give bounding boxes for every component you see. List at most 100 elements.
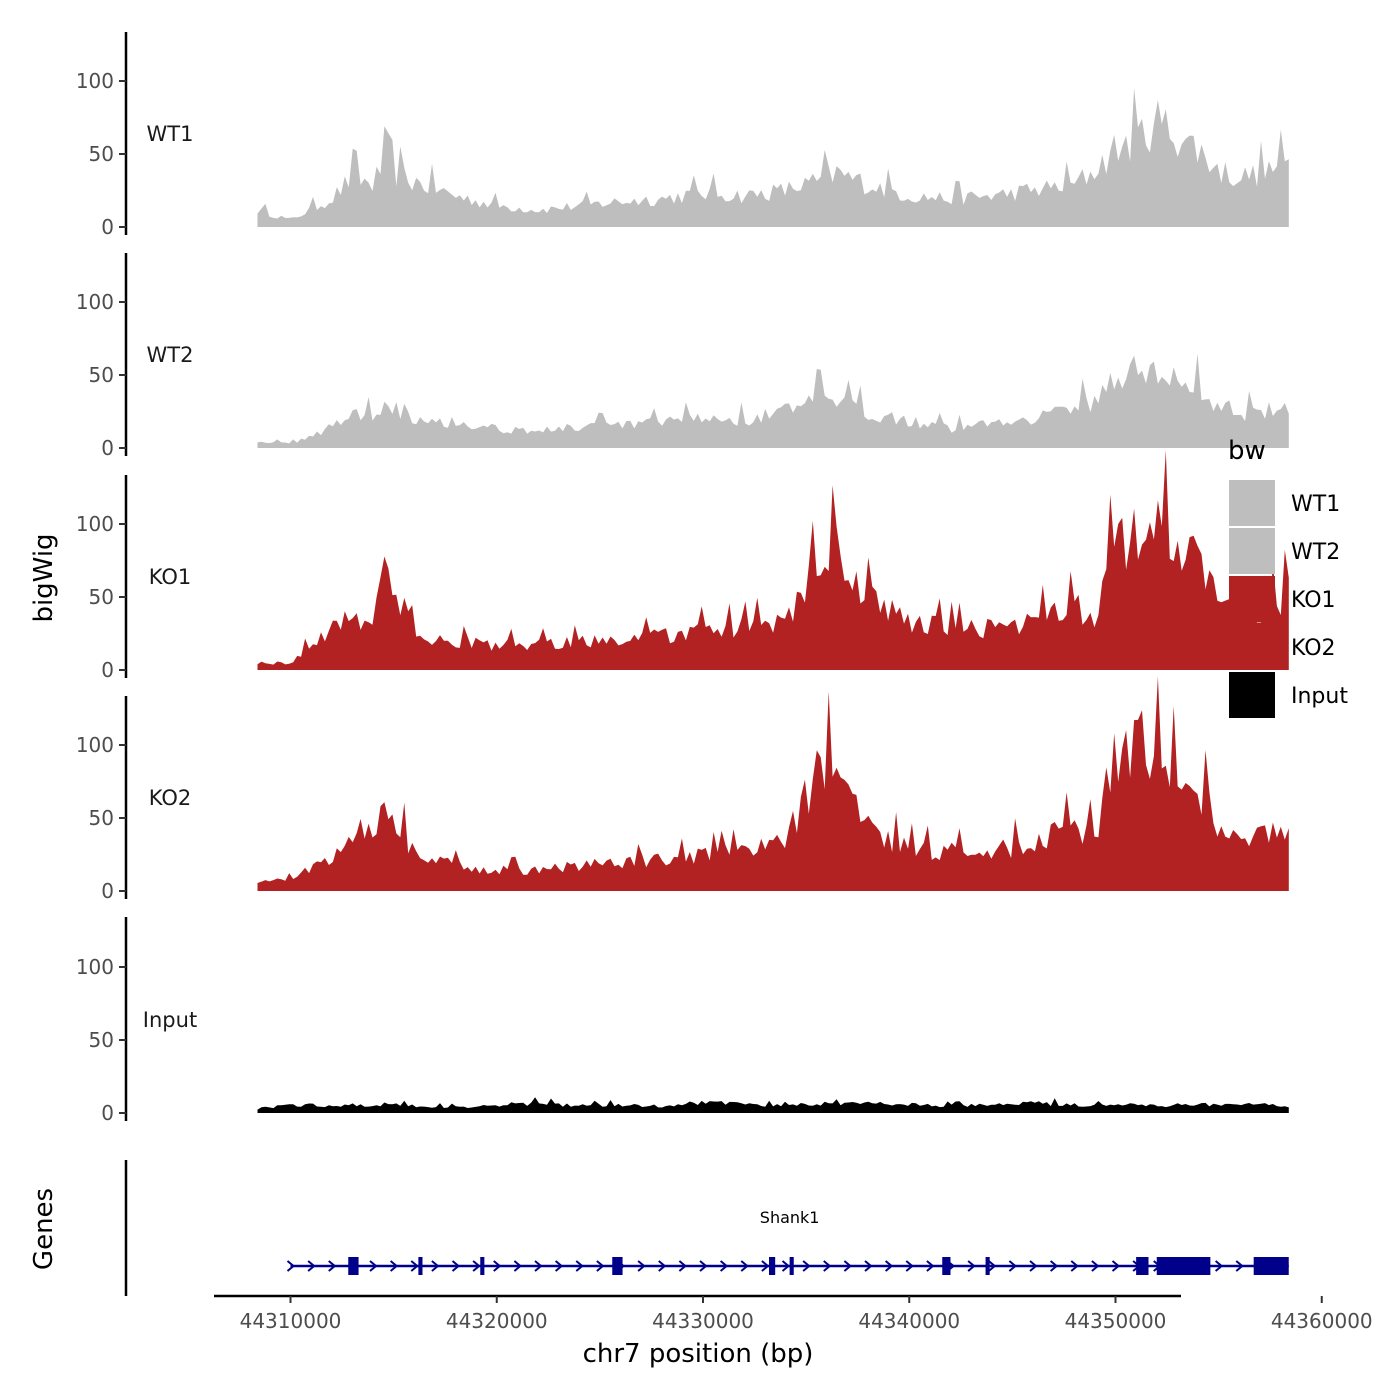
y-tick-label: 0 [101,436,114,460]
y-axis-title: bigWig [29,533,59,622]
strand-arrow [761,1260,770,1272]
strand-arrow [802,1260,811,1272]
gene-exon [1253,1257,1289,1275]
strand-arrow [699,1260,708,1272]
x-tick-label: 44330000 [652,1309,754,1333]
y-tick-label: 0 [101,658,114,682]
gene-exon [985,1257,990,1275]
coverage-area-ko2 [257,676,1289,891]
track-wt1: 0 50 100 WT1 [76,32,1289,239]
legend-label-wt2: WT2 [1291,540,1340,565]
gene-exon [1156,1257,1211,1275]
coverage-area-wt2 [257,353,1289,448]
strand-arrow [719,1260,729,1272]
strand-arrow [843,1260,852,1272]
strand-arrow [369,1260,378,1272]
strand-arrow [967,1260,976,1272]
strand-arrow [286,1260,296,1272]
gene-label-shank1: Shank1 [760,1208,820,1227]
strand-arrow [534,1260,543,1272]
track-input: 0 50 100 Input [76,917,1289,1125]
strand-arrow [1214,1260,1224,1272]
strand-arrow [823,1260,832,1272]
x-axis-title: chr7 position (bp) [583,1339,814,1369]
strand-arrow [451,1260,461,1272]
strand-arrow [431,1260,440,1272]
strand-arrow [493,1260,502,1272]
strand-arrow [575,1260,584,1272]
strand-arrow [1111,1260,1121,1272]
track-label-wt2: WT2 [147,343,194,367]
strand-arrow [781,1260,791,1272]
legend-swatch-ko1 [1229,576,1275,622]
strand-arrow [637,1260,646,1272]
x-tick-label: 44320000 [446,1309,548,1333]
strand-arrow [658,1260,667,1272]
strand-arrow [864,1260,873,1272]
legend-label-input: Input [1291,684,1348,709]
gene-axis-title: Genes [29,1188,59,1270]
y-tick-label: 100 [76,512,114,536]
track-ko2: 0 50 100 KO2 [76,676,1289,903]
strand-arrow [678,1260,687,1272]
gene-exon [942,1257,951,1275]
x-tick-label: 44310000 [240,1309,342,1333]
y-tick-label: 100 [76,733,114,757]
strand-arrow [1029,1260,1038,1272]
y-tick-label: 50 [89,585,114,609]
track-label-wt1: WT1 [147,122,194,146]
strand-arrow [884,1260,894,1272]
legend-label-wt1: WT1 [1291,492,1340,517]
strand-arrow [740,1260,749,1272]
track-label-input: Input [143,1008,197,1032]
x-tick-label: 44350000 [1065,1309,1167,1333]
legend-title: bw [1228,436,1266,466]
legend-swatch-input [1229,672,1275,718]
strand-arrow [1008,1260,1017,1272]
gene-exon [1136,1257,1149,1275]
strand-arrow [410,1260,419,1272]
strand-arrow [1049,1260,1059,1272]
strand-arrow [1070,1260,1079,1272]
legend-swatch-wt1 [1229,480,1275,526]
strand-arrow [1235,1260,1244,1272]
legend-label-ko2: KO2 [1291,636,1336,661]
y-tick-label: 0 [101,215,114,239]
coverage-area-input [257,1097,1289,1113]
track-label-ko1: KO1 [149,565,192,589]
gene-exon [612,1257,623,1275]
gene-exon [348,1257,359,1275]
y-tick-label: 50 [89,142,114,166]
gene-exon [418,1257,423,1275]
legend-swatch-ko2 [1229,624,1275,670]
strand-arrow [472,1260,481,1272]
coverage-area-ko1 [257,450,1289,670]
y-tick-label: 100 [76,955,114,979]
strand-arrow [905,1260,914,1272]
y-tick-label: 50 [89,806,114,830]
strand-arrow [554,1260,564,1272]
coverage-area-wt1 [257,87,1289,228]
strand-arrow [307,1260,316,1272]
legend-swatch-wt2 [1229,528,1275,574]
track-label-ko2: KO2 [149,786,192,810]
strand-arrow [596,1260,605,1272]
y-tick-label: 100 [76,69,114,93]
legend-label-ko1: KO1 [1291,588,1336,613]
track-wt2: 0 50 100 WT2 [76,253,1289,460]
strand-arrow [988,1260,997,1272]
x-axis: 44310000 44320000 44330000 44340000 44350000… [214,1294,1373,1333]
y-tick-label: 0 [101,1101,114,1125]
coverage-tracks: 0 50 100 WT1 0 50 100 WT2 0 50 100 KO1 0 50 100 KO2 0 50 1… [76,32,1289,1125]
track-ko1: 0 50 100 KO1 [76,450,1289,682]
legend: bw WT1 WT2 KO1 KO2 Input [1228,436,1348,718]
y-tick-label: 100 [76,290,114,314]
y-tick-label: 50 [89,363,114,387]
gene-track: Shank1 [124,1160,1289,1296]
strand-arrow [926,1260,935,1272]
gene-exon [769,1257,776,1275]
gene-exon [480,1257,485,1275]
strand-arrow [1091,1260,1100,1272]
strand-arrow [328,1260,337,1272]
y-tick-label: 50 [89,1028,114,1052]
